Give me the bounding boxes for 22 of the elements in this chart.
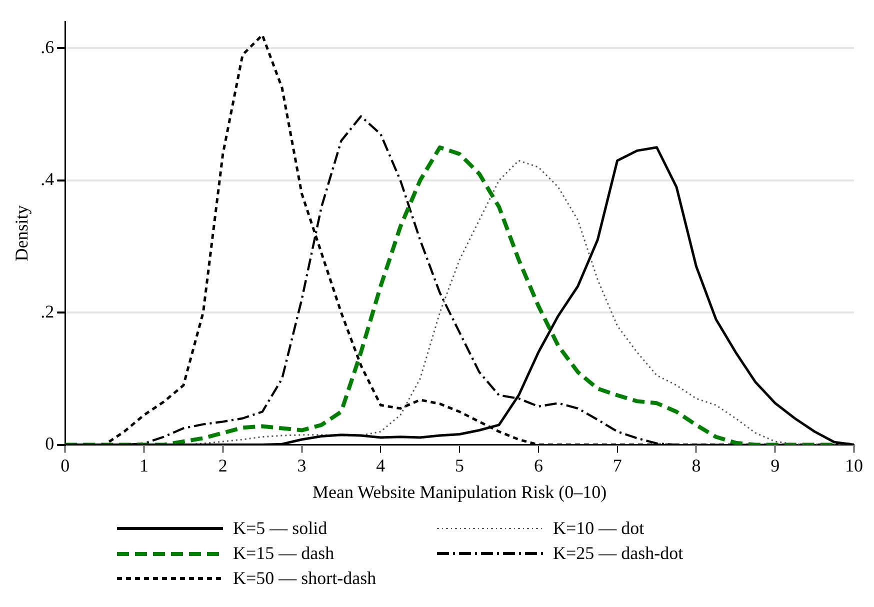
y-tick-label: 0 (45, 434, 54, 454)
y-axis-title: Density (12, 205, 32, 262)
x-tick-label: 7 (612, 455, 622, 476)
x-tick-label: 6 (534, 455, 543, 476)
x-tick-label: 2 (218, 455, 228, 476)
x-tick-label: 0 (60, 455, 70, 476)
x-tick-label: 1 (139, 455, 148, 476)
y-tick-label: .4 (40, 169, 54, 190)
x-tick-label: 4 (376, 455, 386, 476)
legend-label: K=10 — dot (553, 518, 644, 539)
legend-label: K=15 — dash (233, 543, 334, 564)
legend-label: K=5 — solid (233, 518, 328, 539)
x-tick-label: 5 (455, 455, 464, 476)
x-tick-label: 9 (770, 455, 780, 476)
legend-label: K=50 — short-dash (233, 568, 376, 589)
legend-label: K=25 — dash-dot (553, 543, 684, 564)
x-tick-label: 8 (692, 455, 701, 476)
y-tick-label: .6 (40, 36, 54, 57)
y-tick-label: .2 (40, 301, 54, 322)
x-axis-title: Mean Website Manipulation Risk (0–10) (312, 482, 607, 502)
x-tick-label: 3 (297, 455, 306, 476)
x-tick-label: 10 (845, 455, 863, 476)
